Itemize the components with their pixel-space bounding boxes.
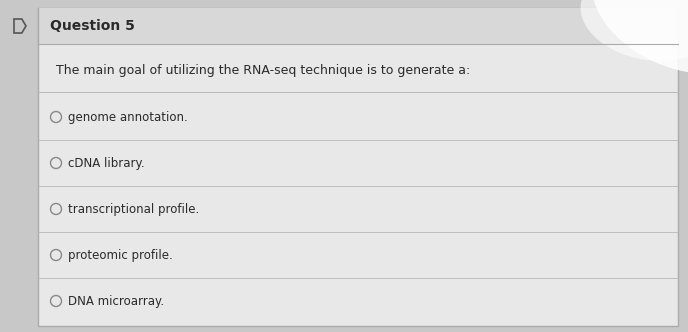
- Text: DNA microarray.: DNA microarray.: [68, 294, 164, 307]
- FancyBboxPatch shape: [38, 8, 678, 326]
- FancyBboxPatch shape: [38, 8, 678, 44]
- Ellipse shape: [581, 0, 688, 61]
- Text: The main goal of utilizing the RNA-seq technique is to generate a:: The main goal of utilizing the RNA-seq t…: [56, 64, 471, 77]
- Ellipse shape: [591, 0, 688, 74]
- Text: cDNA library.: cDNA library.: [68, 156, 144, 170]
- Text: transcriptional profile.: transcriptional profile.: [68, 203, 200, 215]
- Text: genome annotation.: genome annotation.: [68, 111, 188, 124]
- Text: proteomic profile.: proteomic profile.: [68, 248, 173, 262]
- Text: Question 5: Question 5: [50, 19, 135, 33]
